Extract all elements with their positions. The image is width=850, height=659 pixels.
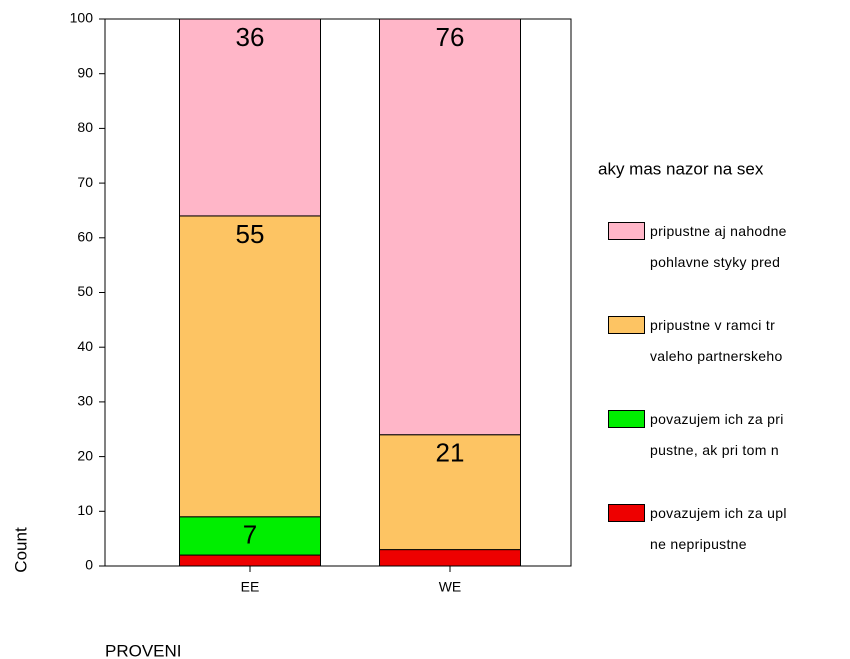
y-tick-label: 10	[77, 502, 93, 518]
legend-label: pripustne aj nahodne pohlavne styky pred	[650, 223, 787, 270]
data-label: 21	[436, 438, 465, 468]
bar-segment	[179, 215, 321, 518]
y-tick-label: 30	[77, 393, 93, 409]
y-tick-label: 40	[77, 338, 93, 354]
x-axis-label: PROVENI	[105, 641, 182, 659]
bar-segment	[379, 434, 521, 551]
y-tick-label: 90	[77, 64, 93, 80]
y-tick-label: 70	[77, 174, 93, 190]
y-tick-label: 0	[85, 557, 93, 573]
legend-swatch	[608, 504, 645, 522]
bar-segment	[379, 549, 521, 567]
bar-segment	[179, 18, 321, 217]
x-tick-label: WE	[439, 579, 462, 595]
legend-label: povazujem ich za upl ne nepripustne	[650, 505, 787, 552]
y-tick-label: 80	[77, 119, 93, 135]
x-tick-label: EE	[241, 579, 260, 595]
y-tick-label: 60	[77, 229, 93, 245]
bar-segment	[379, 18, 521, 436]
data-label: 36	[236, 22, 265, 52]
bar-segment	[179, 516, 321, 556]
y-tick-label: 20	[77, 447, 93, 463]
data-label: 7	[243, 520, 257, 550]
legend-title: aky mas nazor na sex	[598, 159, 764, 178]
legend-swatch	[608, 316, 645, 334]
legend-label: pripustne v ramci tr valeho partnerskeho	[650, 317, 783, 364]
y-tick-label: 100	[70, 10, 94, 26]
bar-segment	[179, 554, 321, 567]
data-label: 55	[236, 219, 265, 249]
legend-label: povazujem ich za pri pustne, ak pri tom …	[650, 411, 784, 458]
legend-swatch	[608, 222, 645, 240]
y-axis-label: Count	[11, 527, 30, 573]
legend-swatch	[608, 410, 645, 428]
y-tick-label: 50	[77, 283, 93, 299]
data-label: 76	[436, 22, 465, 52]
